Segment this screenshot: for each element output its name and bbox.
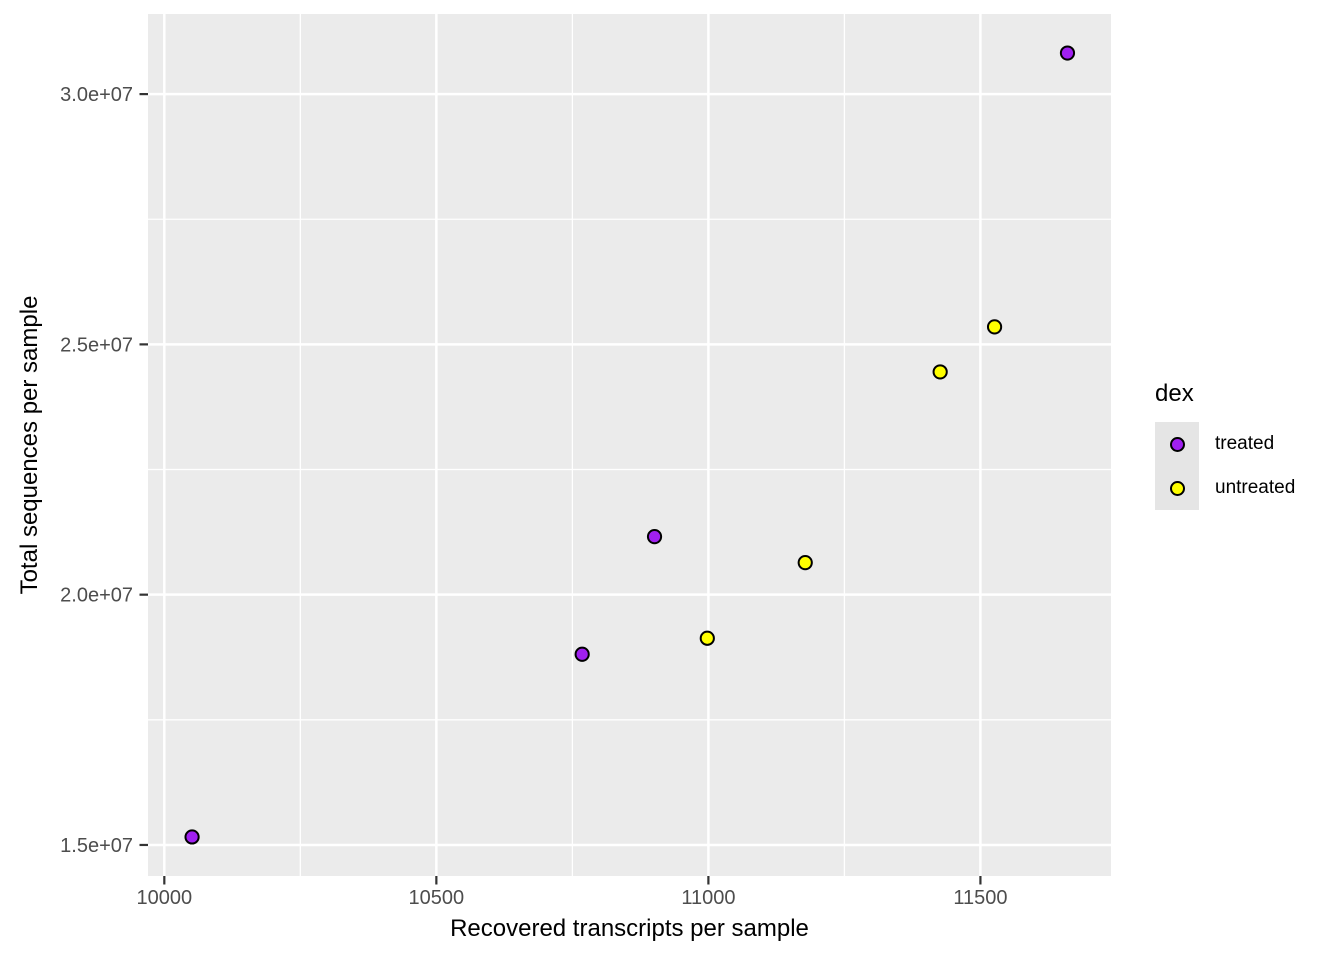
legend-keys: treated untreated bbox=[1155, 422, 1295, 510]
legend-label-treated: treated bbox=[1215, 433, 1275, 454]
x-tick-label: 10500 bbox=[409, 887, 465, 909]
y-tick-label: 3.0e+07 bbox=[60, 84, 133, 106]
data-point-untreated bbox=[932, 364, 948, 380]
legend: dex treated untreated bbox=[1155, 380, 1295, 510]
untreated-point-icon bbox=[1169, 480, 1185, 496]
y-tick-label: 2.0e+07 bbox=[60, 585, 133, 607]
legend-key-treated bbox=[1155, 422, 1199, 466]
legend-title: dex bbox=[1155, 380, 1194, 407]
x-axis-title: Recovered transcripts per sample bbox=[450, 915, 809, 942]
data-point-treated bbox=[646, 529, 663, 545]
panel-background bbox=[148, 14, 1111, 876]
data-point-untreated bbox=[797, 555, 813, 571]
data-point-treated bbox=[184, 829, 200, 845]
data-point-treated bbox=[574, 646, 590, 662]
y-axis-title: Total sequences per sample bbox=[16, 295, 43, 595]
legend-label-untreated: untreated bbox=[1215, 477, 1296, 498]
x-tick-label: 11500 bbox=[953, 887, 1007, 909]
treated-point-icon bbox=[1169, 436, 1185, 452]
y-tick-label: 1.5e+07 bbox=[60, 835, 133, 857]
legend-entry-treated: treated bbox=[1155, 422, 1295, 466]
data-point-untreated bbox=[699, 630, 715, 646]
legend-entry-untreated: untreated bbox=[1155, 466, 1295, 510]
legend-key-untreated bbox=[1155, 466, 1199, 510]
y-tick-label: 2.5e+07 bbox=[60, 334, 133, 356]
data-point-untreated bbox=[986, 319, 1003, 335]
x-tick-label: 10000 bbox=[137, 887, 193, 909]
x-tick-label: 11000 bbox=[681, 887, 735, 909]
data-point-treated bbox=[1059, 45, 1076, 61]
